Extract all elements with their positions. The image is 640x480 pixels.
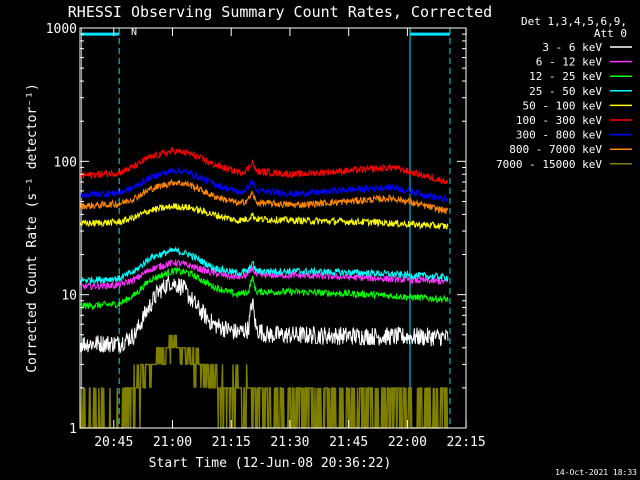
y-tick-label-0: 1 — [69, 422, 77, 437]
x-axis: 20:45 21:00 21:15 21:30 21:45 22:00 22:15 — [94, 28, 486, 450]
x-axis-label: Start Time (12-Jun-08 20:36:22) — [149, 456, 392, 471]
series-line-6 — [79, 167, 448, 203]
legend-header-0: Det 1,3,4,5,6,9, — [521, 15, 627, 28]
y-tick-label-2: 100 — [54, 155, 77, 170]
series-line-2 — [79, 265, 449, 311]
series-line-0 — [79, 275, 449, 354]
x-tick-label-5: 22:00 — [388, 435, 427, 450]
legend-label-0: 3 - 6 keV — [542, 41, 602, 54]
series-group — [79, 146, 449, 429]
legend-label-6: 300 - 800 keV — [516, 129, 602, 142]
y-axis-label: Corrected Count Rate (s⁻¹ detector⁻¹) — [25, 83, 40, 373]
plot-frame — [79, 27, 467, 429]
legend-label-8: 7000 - 15000 keV — [496, 158, 602, 171]
legend-label-5: 100 - 300 keV — [516, 114, 602, 127]
legend-label-7: 800 - 7000 keV — [509, 143, 602, 156]
legend: Det 1,3,4,5,6,9,Att 03 - 6 keV 6 - 12 keV… — [496, 15, 632, 171]
legend-label-2: 12 - 25 keV — [529, 70, 602, 83]
y-tick-label-3: 1000 — [46, 22, 77, 37]
x-tick-label-6: 22:15 — [447, 435, 486, 450]
series-line-1 — [79, 259, 449, 291]
x-tick-label-1: 21:00 — [153, 435, 192, 450]
annotation-0: N — [131, 27, 137, 38]
y-tick-label-1: 10 — [61, 289, 77, 304]
legend-label-1: 6 - 12 keV — [536, 56, 603, 69]
timestamp: 14-Oct-2021 18:33 — [555, 468, 637, 477]
series-line-3 — [79, 245, 449, 285]
night-markers: N — [81, 27, 451, 428]
x-tick-label-0: 20:45 — [94, 435, 133, 450]
legend-label-4: 50 - 100 keV — [523, 99, 603, 112]
x-tick-label-4: 21:45 — [329, 435, 368, 450]
legend-label-3: 25 - 50 keV — [529, 85, 602, 98]
series-line-5 — [79, 146, 449, 185]
chart-title: RHESSI Observing Summary Count Rates, Co… — [68, 3, 492, 21]
y-axis: 1 10 100 1000 — [46, 22, 466, 437]
series-line-4 — [79, 202, 449, 231]
x-tick-label-2: 21:15 — [212, 435, 251, 450]
series-line-7 — [79, 179, 449, 215]
legend-header-1: Att 0 — [594, 27, 627, 40]
x-tick-label-3: 21:30 — [270, 435, 309, 450]
